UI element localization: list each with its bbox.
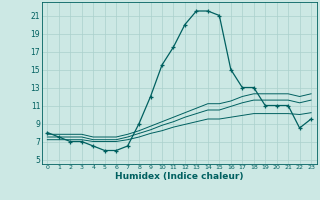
X-axis label: Humidex (Indice chaleur): Humidex (Indice chaleur) (115, 172, 244, 181)
